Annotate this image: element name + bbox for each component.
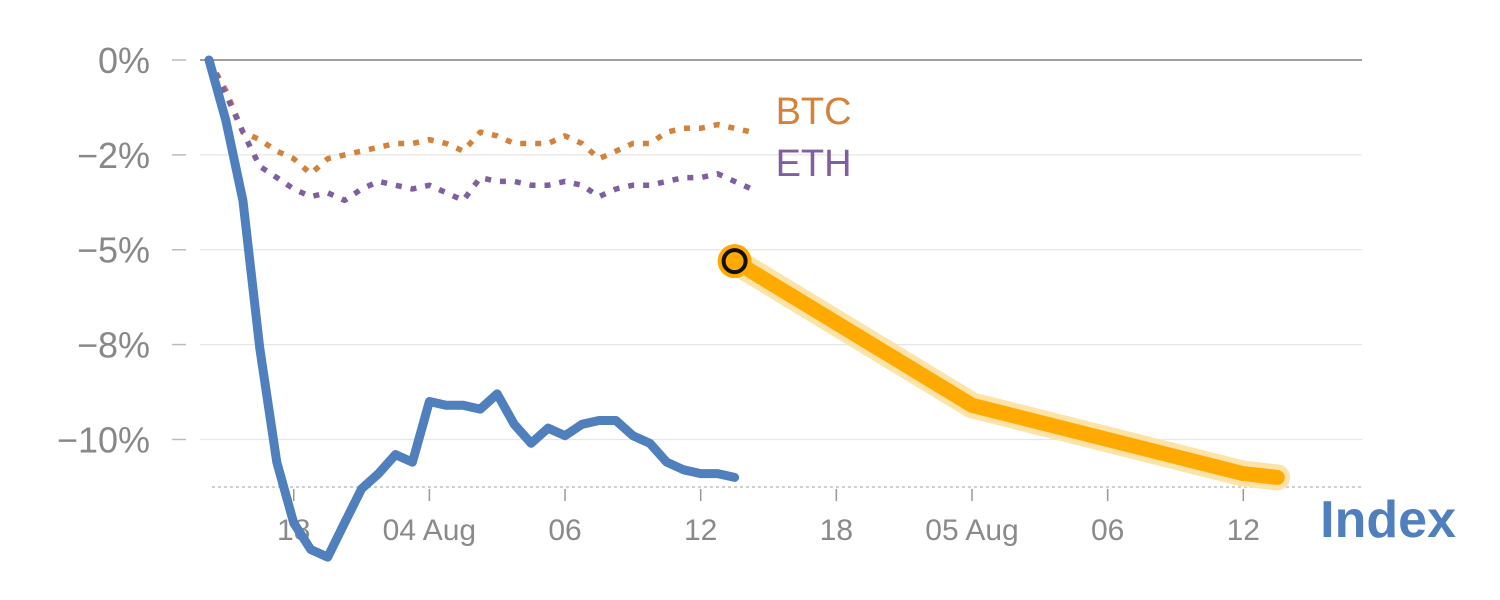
y-axis: 0% −2% −5% −8% −10%	[57, 40, 186, 460]
x-tick-label: 04 Aug	[383, 514, 476, 547]
eth-label: ETH	[776, 143, 852, 185]
x-tick-label: 12	[684, 514, 717, 547]
x-tick-label: 05 Aug	[925, 514, 1018, 547]
y-tick-label: −10%	[57, 419, 150, 460]
x-tick-label: 06	[1091, 514, 1124, 547]
projection-line	[727, 253, 1285, 485]
y-tick-label: −8%	[77, 325, 150, 366]
x-tick-label: 12	[1227, 514, 1260, 547]
y-tick-label: −5%	[77, 230, 150, 271]
y-tick-label: −2%	[77, 135, 150, 176]
x-axis: 18 04 Aug 06 12 18 05 Aug 06 12	[212, 486, 1362, 547]
x-tick-label: 06	[548, 514, 581, 547]
grid-lines	[200, 59, 1362, 441]
series-labels: BTC ETH Index	[776, 91, 1457, 549]
index-label: Index	[1320, 491, 1456, 549]
btc-line	[206, 58, 753, 177]
eth-line	[206, 58, 753, 204]
y-tick-label: 0%	[98, 40, 150, 81]
x-tick-label: 18	[820, 514, 853, 547]
series-lines	[204, 55, 1291, 562]
current-point-ring	[721, 248, 748, 275]
projection-line-glow	[721, 248, 1291, 491]
btc-label: BTC	[776, 91, 852, 133]
index-line	[204, 55, 740, 562]
